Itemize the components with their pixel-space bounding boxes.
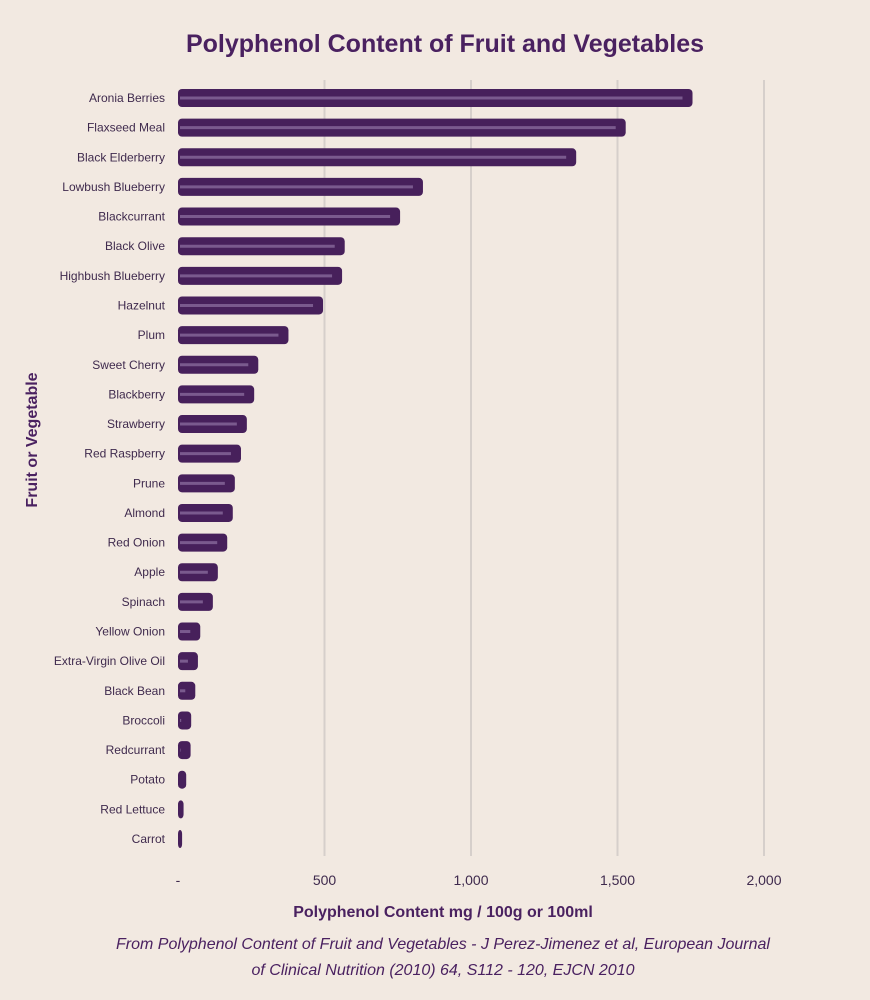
category-label: Lowbush Blueberry: [62, 180, 165, 194]
category-label: Blackcurrant: [98, 210, 165, 224]
category-label: Broccoli: [122, 713, 165, 727]
category-label: Highbush Blueberry: [60, 269, 165, 283]
category-label: Strawberry: [107, 417, 165, 431]
x-tick-label: 1,500: [600, 872, 635, 888]
bar: [178, 830, 183, 848]
gridlines: [323, 80, 765, 856]
x-tick-label: 2,000: [746, 872, 781, 888]
category-label: Red Lettuce: [100, 802, 165, 816]
category-label: Extra-Virgin Olive Oil: [54, 654, 165, 668]
category-label: Carrot: [132, 832, 166, 846]
bar: [178, 741, 191, 760]
category-label: Black Elderberry: [77, 150, 165, 164]
bar: [178, 711, 192, 730]
x-tick-label: 500: [313, 872, 337, 888]
category-labels: Aronia Berries Flaxseed Meal Black Elderbe…: [54, 91, 166, 846]
y-axis-title: Fruit or Vegetable: [24, 372, 41, 507]
category-label: Sweet Cherry: [92, 358, 165, 372]
chart-title: Polyphenol Content of Fruit and Vegetabl…: [186, 30, 704, 58]
category-label: Red Onion: [108, 536, 165, 550]
bar: [178, 800, 184, 819]
category-label: Black Olive: [105, 239, 165, 253]
category-label: Prune: [133, 476, 165, 490]
category-label: Almond: [124, 506, 165, 520]
category-label: Potato: [130, 773, 165, 787]
x-axis-title: Polyphenol Content mg / 100g or 100ml: [293, 904, 593, 921]
category-label: Spinach: [122, 595, 165, 609]
category-label: Hazelnut: [118, 298, 166, 312]
category-label: Black Bean: [104, 684, 165, 698]
x-tick-labels: - 500 1,000 1,500 2,000: [176, 872, 782, 888]
category-label: Redcurrant: [106, 743, 166, 757]
bar: [178, 681, 196, 700]
category-label: Red Raspberry: [84, 447, 165, 461]
bars: [178, 89, 693, 848]
source-line-2: of Clinical Nutrition (2010) 64, S112 - …: [251, 962, 634, 979]
x-tick-label: -: [176, 872, 181, 888]
category-label: Blackberry: [108, 387, 165, 401]
category-label: Plum: [138, 328, 165, 342]
x-tick-label: 1,000: [453, 872, 488, 888]
category-label: Aronia Berries: [89, 91, 165, 105]
category-label: Flaxseed Meal: [87, 121, 165, 135]
category-label: Apple: [134, 565, 165, 579]
bar: [178, 652, 198, 671]
source-line-1: From Polyphenol Content of Fruit and Veg…: [116, 936, 770, 953]
category-label: Yellow Onion: [95, 625, 165, 639]
bar: [178, 770, 187, 789]
